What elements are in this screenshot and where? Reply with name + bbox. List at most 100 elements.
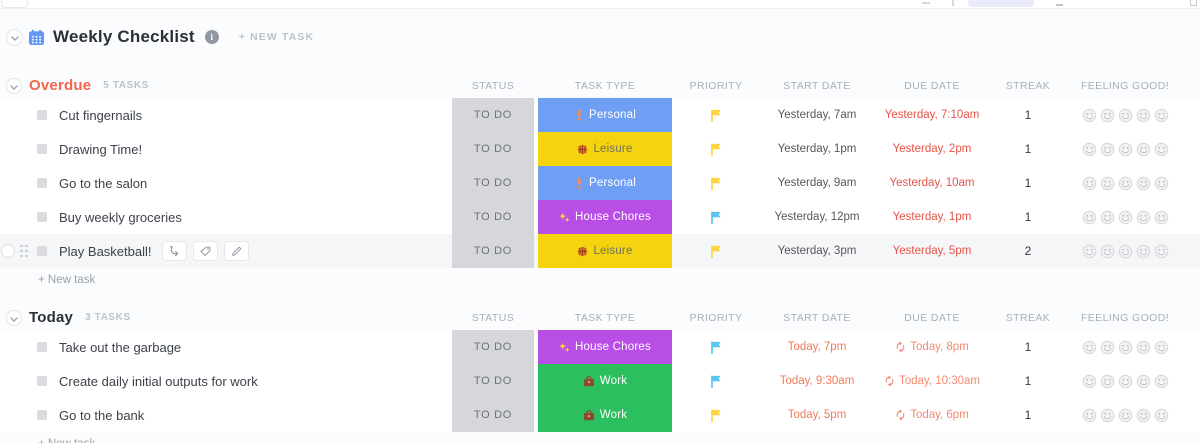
task-row[interactable]: Go to the bank TO DO Work Today, 5pm Tod… (0, 398, 1200, 432)
task-name[interactable]: Go to the bank (59, 407, 145, 423)
column-header-due-date[interactable]: DUE DATE (904, 80, 960, 92)
due-date-cell[interactable]: Today, 6pm (876, 398, 988, 432)
smiley-rating-icon[interactable] (1136, 108, 1151, 123)
task-status-square-icon[interactable] (37, 110, 47, 120)
smiley-rating-icon[interactable] (1118, 210, 1133, 225)
start-date-cell[interactable]: Today, 7pm (760, 330, 874, 364)
feeling-good-rating[interactable] (1064, 200, 1186, 234)
list-collapse-button[interactable] (6, 28, 23, 46)
start-date-cell[interactable]: Yesterday, 12pm (760, 200, 874, 234)
task-name[interactable]: Take out the garbage (59, 339, 182, 355)
start-date-cell[interactable]: Yesterday, 7am (760, 98, 874, 132)
rename-task-button[interactable] (223, 241, 249, 261)
start-date-cell[interactable]: Today, 5pm (760, 398, 874, 432)
column-header-task-type[interactable]: TASK TYPE (574, 312, 636, 324)
smiley-rating-icon[interactable] (1136, 408, 1151, 423)
smiley-rating-icon[interactable] (1154, 244, 1169, 259)
priority-cell[interactable] (676, 398, 756, 432)
task-name[interactable]: Play Basketball! (59, 243, 152, 259)
smiley-rating-icon[interactable] (1082, 142, 1097, 157)
smiley-rating-icon[interactable] (1118, 142, 1133, 157)
smiley-rating-icon[interactable] (1118, 340, 1133, 355)
smiley-rating-icon[interactable] (1100, 408, 1115, 423)
smiley-rating-icon[interactable] (1118, 244, 1133, 259)
due-date-cell[interactable]: Yesterday, 5pm (876, 234, 988, 268)
task-type-cell[interactable]: Personal (538, 98, 672, 132)
task-type-cell[interactable]: Work (538, 398, 672, 432)
smiley-rating-icon[interactable] (1082, 108, 1097, 123)
column-header-priority[interactable]: PRIORITY (689, 80, 743, 92)
smiley-rating-icon[interactable] (1100, 108, 1115, 123)
smiley-rating-icon[interactable] (1136, 176, 1151, 191)
status-cell[interactable]: TO DO (452, 398, 534, 432)
task-row[interactable]: Take out the garbage TO DO House Chores … (0, 330, 1200, 364)
start-date-cell[interactable]: Yesterday, 3pm (760, 234, 874, 268)
column-header-task-type[interactable]: TASK TYPE (574, 80, 636, 92)
priority-cell[interactable] (676, 166, 756, 200)
smiley-rating-icon[interactable] (1154, 408, 1169, 423)
task-status-square-icon[interactable] (37, 410, 47, 420)
task-status-square-icon[interactable] (37, 376, 47, 386)
smiley-rating-icon[interactable] (1082, 244, 1097, 259)
status-cell[interactable]: TO DO (452, 132, 534, 166)
task-row[interactable]: Play Basketball! TO DO Leisure Yesterday… (0, 234, 1200, 268)
smiley-rating-icon[interactable] (1136, 210, 1151, 225)
due-date-cell[interactable]: Today, 10:30am (876, 364, 988, 398)
feeling-good-rating[interactable] (1064, 330, 1186, 364)
task-name[interactable]: Cut fingernails (59, 107, 143, 123)
start-date-cell[interactable]: Yesterday, 1pm (760, 132, 874, 166)
due-date-cell[interactable]: Yesterday, 7:10am (876, 98, 988, 132)
smiley-rating-icon[interactable] (1136, 340, 1151, 355)
task-status-square-icon[interactable] (37, 342, 47, 352)
feeling-good-rating[interactable] (1064, 364, 1186, 398)
due-date-cell[interactable]: Yesterday, 2pm (876, 132, 988, 166)
status-cell[interactable]: TO DO (452, 200, 534, 234)
complete-task-circle[interactable] (1, 244, 15, 258)
feeling-good-rating[interactable] (1064, 234, 1186, 268)
column-header-priority[interactable]: PRIORITY (689, 312, 743, 324)
new-task-header-button[interactable]: + NEW TASK (238, 31, 315, 43)
status-cell[interactable]: TO DO (452, 330, 534, 364)
task-name[interactable]: Go to the salon (59, 175, 148, 191)
task-row[interactable]: Create daily initial outputs for work TO… (0, 364, 1200, 398)
task-type-cell[interactable]: Leisure (538, 132, 672, 166)
task-type-cell[interactable]: House Chores (538, 200, 672, 234)
add-subtask-button[interactable] (161, 241, 187, 261)
smiley-rating-icon[interactable] (1118, 408, 1133, 423)
status-cell[interactable]: TO DO (452, 364, 534, 398)
task-type-cell[interactable]: Leisure (538, 234, 672, 268)
task-status-square-icon[interactable] (37, 144, 47, 154)
priority-cell[interactable] (676, 364, 756, 398)
column-header-start-date[interactable]: START DATE (783, 312, 851, 324)
smiley-rating-icon[interactable] (1082, 408, 1097, 423)
feeling-good-rating[interactable] (1064, 166, 1186, 200)
task-status-square-icon[interactable] (37, 178, 47, 188)
task-name[interactable]: Create daily initial outputs for work (59, 373, 258, 389)
task-name[interactable]: Buy weekly groceries (59, 209, 182, 225)
smiley-rating-icon[interactable] (1082, 340, 1097, 355)
group-title[interactable]: Overdue (29, 77, 92, 94)
smiley-rating-icon[interactable] (1154, 374, 1169, 389)
smiley-rating-icon[interactable] (1100, 244, 1115, 259)
column-header-streak[interactable]: STREAK (1005, 312, 1051, 324)
group-title[interactable]: Today (29, 309, 74, 326)
task-name[interactable]: Drawing Time! (59, 141, 143, 157)
priority-cell[interactable] (676, 330, 756, 364)
smiley-rating-icon[interactable] (1136, 142, 1151, 157)
smiley-rating-icon[interactable] (1100, 210, 1115, 225)
due-date-cell[interactable]: Yesterday, 10am (876, 166, 988, 200)
priority-cell[interactable] (676, 98, 756, 132)
priority-cell[interactable] (676, 200, 756, 234)
smiley-rating-icon[interactable] (1118, 176, 1133, 191)
new-task-button[interactable]: + New task (38, 274, 96, 286)
task-status-square-icon[interactable] (37, 212, 47, 222)
feeling-good-rating[interactable] (1064, 132, 1186, 166)
task-row[interactable]: Buy weekly groceries TO DO House Chores … (0, 200, 1200, 234)
priority-cell[interactable] (676, 234, 756, 268)
column-header-start-date[interactable]: START DATE (783, 80, 851, 92)
smiley-rating-icon[interactable] (1100, 340, 1115, 355)
group-collapse-button[interactable] (6, 77, 22, 94)
task-row[interactable]: Drawing Time! TO DO Leisure Yesterday, 1… (0, 132, 1200, 166)
column-header-feeling-good[interactable]: FEELING GOOD! (1080, 80, 1170, 92)
column-header-feeling-good[interactable]: FEELING GOOD! (1080, 312, 1170, 324)
